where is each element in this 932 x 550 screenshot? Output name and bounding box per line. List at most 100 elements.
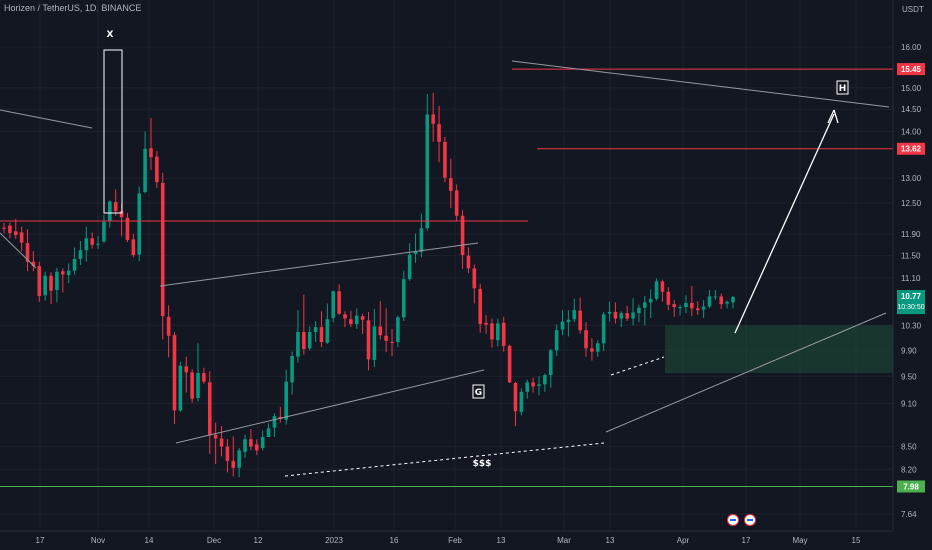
candle [601,311,606,351]
annotation-g-box [472,384,485,399]
candle-body [537,384,541,386]
last-price-label: 10.77 [901,292,922,301]
candle [196,343,200,402]
candle [72,247,77,275]
candle-body [619,313,624,319]
demand-zone [665,325,893,374]
price-tick-label: 11.10 [901,274,921,283]
candle-body [284,381,288,420]
candle [701,300,706,318]
candle-body [337,291,341,314]
trendline-lower-left [0,232,37,269]
candle-body [237,450,241,468]
candle [260,430,265,451]
candle [460,210,465,269]
candle-body [319,327,324,343]
price-badge-label: 7.98 [903,482,919,491]
countdown-label: 10:30:50 [897,304,924,311]
candle-body [460,215,465,256]
candle-body [84,238,89,251]
price-badge [897,480,925,493]
candle-body [654,281,659,299]
channel-lower-line [175,369,485,444]
candle [296,310,300,363]
date-tick-label: Nov [91,536,105,545]
candle-body [466,255,471,269]
candle-body [713,296,718,298]
candle [319,311,324,348]
price-badge [897,63,925,76]
candle [654,278,659,301]
candle-body [643,302,647,308]
candle-body [648,298,653,303]
candle [160,172,165,340]
drawings-layer: X H G $$$ [0,30,893,487]
candle [613,302,618,324]
candle [331,290,336,323]
candle [590,338,594,361]
candle-body [378,326,383,336]
zones-layer [665,325,893,374]
candle [643,295,647,326]
candle-body [396,317,400,343]
candle-body [302,332,306,350]
annotation-h: H [839,84,847,94]
candle-body [190,372,194,399]
candle [501,316,506,352]
candle-body [43,275,47,296]
candle [219,426,224,457]
candle [349,310,353,328]
date-tick-label: 14 [145,536,154,545]
candle-body [437,124,441,142]
candle [290,351,294,395]
candle-body [554,330,559,351]
descending-resistance-line [511,60,890,108]
candle [525,379,530,399]
price-tick-label: 9.10 [901,400,917,409]
candle-body [360,316,365,320]
liquidity-dashed-line [284,442,605,477]
candle [648,289,653,318]
candle [84,226,89,262]
candle [137,186,142,262]
candle [55,267,59,303]
time-axis[interactable]: 17 Nov 14 Dec 12 2023 16 Feb 13 Mar 13 Apr 17 May 15 [0,530,893,550]
candle [113,189,118,216]
candle [407,243,412,281]
candle-body [202,373,206,382]
candle-body [231,460,236,468]
candle-body [349,319,353,325]
candle-body [184,366,189,373]
candle [302,294,306,355]
candle [213,422,218,464]
event-flag-icon[interactable] [744,514,756,526]
price-axis[interactable]: USDT 16.00 15.00 14.50 14.00 13.00 12.50 11.90 1… [892,0,932,550]
candle-body [501,322,506,346]
candle-body [413,251,418,254]
candle [513,381,518,427]
trendline-upper-left [0,109,93,129]
candle-body [419,228,424,252]
candle [695,301,700,315]
candle-body [137,193,142,255]
candle-body [607,311,612,314]
candle [578,297,582,334]
candle-body [454,190,459,216]
candle [190,369,194,403]
event-flag-icon[interactable] [727,514,739,526]
price-tick-label: 16.00 [901,43,922,52]
candle-body [478,288,483,325]
candle-body [390,342,394,344]
candle [595,340,600,357]
candle-body [196,373,200,398]
candle-body [113,201,118,212]
candle [166,305,171,358]
candle-body [343,314,347,319]
price-tick-label: 8.20 [901,465,917,474]
candle-body [249,439,253,447]
candle-body [666,291,671,305]
candle-body [108,201,112,222]
candle [554,324,559,357]
candle [731,295,735,309]
